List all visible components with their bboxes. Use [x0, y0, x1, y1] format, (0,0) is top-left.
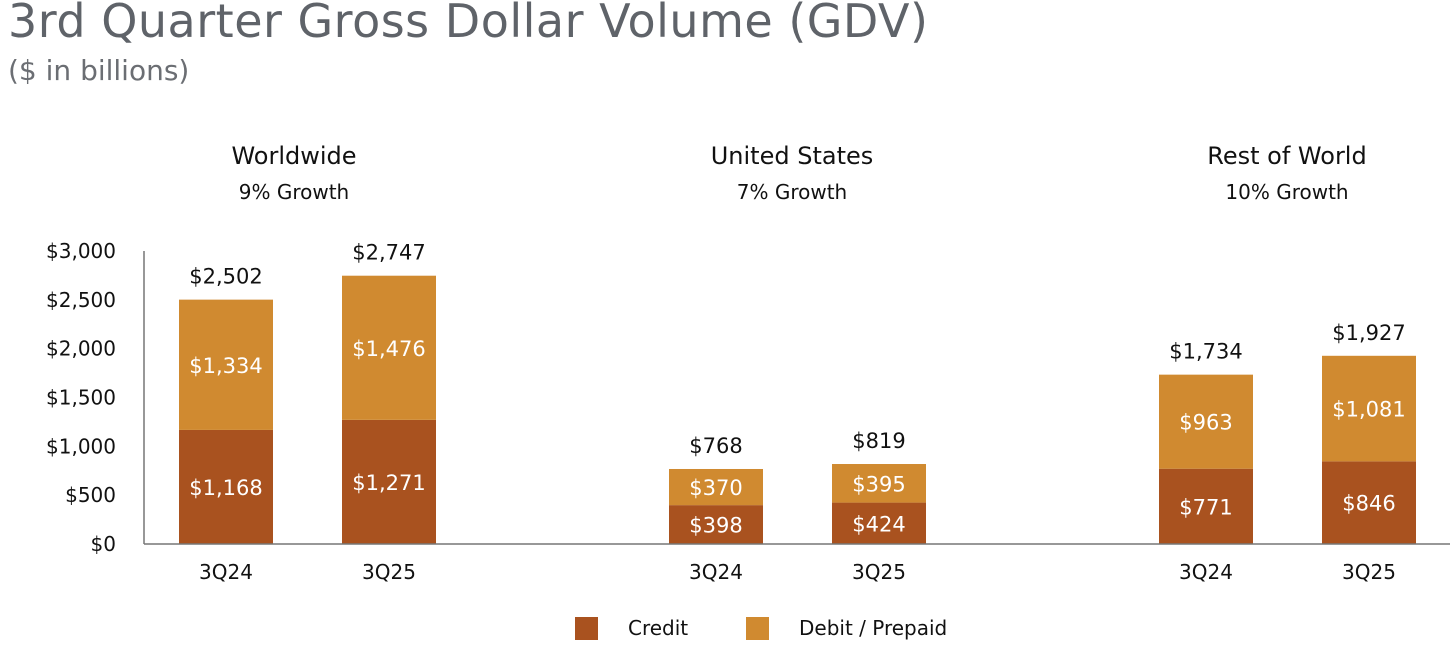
data-label-credit: $1,271 — [352, 471, 425, 495]
data-label-credit: $424 — [852, 512, 905, 536]
x-tick-label: 3Q25 — [1342, 560, 1396, 584]
x-tick-label: 3Q25 — [362, 560, 416, 584]
bar-debit — [832, 464, 926, 503]
group-growth-united-states: 7% Growth — [737, 180, 847, 204]
bar-credit — [342, 419, 436, 544]
group-growth-worldwide: 9% Growth — [239, 180, 349, 204]
group-title-rest-of-world: Rest of World — [1207, 142, 1366, 170]
data-label-debit: $963 — [1179, 411, 1232, 435]
data-label-total: $1,734 — [1169, 340, 1242, 364]
bar-debit — [1159, 374, 1253, 469]
chart-legend: Credit Debit / Prepaid — [0, 616, 1456, 646]
data-label-total: $768 — [689, 434, 742, 458]
y-tick-label: $2,000 — [46, 337, 116, 361]
bar-debit — [179, 299, 273, 430]
legend-label-debit-prepaid: Debit / Prepaid — [799, 616, 948, 640]
bar-credit — [1159, 468, 1253, 544]
bar-debit — [1322, 355, 1416, 462]
data-label-total: $819 — [852, 429, 905, 453]
x-tick-label: 3Q24 — [199, 560, 253, 584]
data-label-debit: $1,334 — [189, 354, 262, 378]
data-label-debit: $395 — [852, 472, 905, 496]
data-label-debit: $1,476 — [352, 337, 425, 361]
x-tick-label: 3Q25 — [852, 560, 906, 584]
data-label-total: $2,747 — [352, 241, 425, 265]
y-tick-label: $500 — [65, 483, 116, 507]
y-tick-label: $1,000 — [46, 434, 116, 458]
y-tick-label: $0 — [91, 532, 116, 556]
chart-title: 3rd Quarter Gross Dollar Volume (GDV) — [8, 0, 929, 48]
data-label-credit: $846 — [1342, 492, 1395, 516]
data-label-total: $2,502 — [189, 265, 262, 289]
bar-debit — [342, 275, 436, 420]
y-tick-label: $1,500 — [46, 386, 116, 410]
data-label-debit: $370 — [689, 476, 742, 500]
y-tick-label: $2,500 — [46, 288, 116, 312]
group-growth-rest-of-world: 10% Growth — [1225, 180, 1348, 204]
bar-credit — [1322, 461, 1416, 544]
legend-item-credit: Credit — [575, 616, 688, 640]
group-title-worldwide: Worldwide — [231, 142, 356, 170]
legend-swatch-credit — [575, 616, 598, 640]
y-tick-label: $3,000 — [46, 239, 116, 263]
chart-subtitle: ($ in billions) — [8, 54, 190, 87]
data-label-credit: $398 — [689, 514, 742, 538]
legend-item-debit-prepaid: Debit / Prepaid — [746, 616, 947, 640]
data-label-total: $1,927 — [1332, 321, 1405, 345]
data-label-debit: $1,081 — [1332, 398, 1405, 422]
data-label-credit: $1,168 — [189, 476, 262, 500]
legend-label-credit: Credit — [628, 616, 689, 640]
bar-credit — [179, 429, 273, 544]
legend-swatch-debit-prepaid — [746, 616, 769, 640]
bar-credit — [832, 502, 926, 544]
bar-credit — [669, 505, 763, 544]
group-title-united-states: United States — [711, 142, 874, 170]
x-tick-label: 3Q24 — [1179, 560, 1233, 584]
x-tick-label: 3Q24 — [689, 560, 743, 584]
bar-debit — [669, 468, 763, 506]
data-label-credit: $771 — [1179, 495, 1232, 519]
